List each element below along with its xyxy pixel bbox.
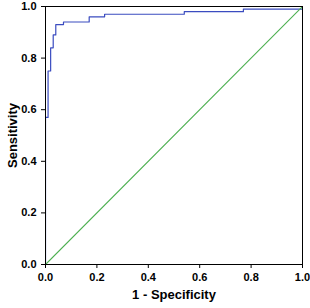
svg-text:Sensitivity: Sensitivity <box>5 102 20 168</box>
svg-text:0.8: 0.8 <box>21 52 36 64</box>
svg-text:0.4: 0.4 <box>141 271 157 283</box>
svg-text:1 - Specificity: 1 - Specificity <box>132 287 217 302</box>
svg-text:0.2: 0.2 <box>21 206 36 218</box>
svg-text:0.4: 0.4 <box>21 155 37 167</box>
svg-text:0.2: 0.2 <box>89 271 104 283</box>
svg-text:0.0: 0.0 <box>21 258 36 270</box>
svg-text:0.6: 0.6 <box>21 103 36 115</box>
svg-text:1.0: 1.0 <box>21 0 36 12</box>
svg-text:0.0: 0.0 <box>38 271 53 283</box>
svg-text:0.8: 0.8 <box>243 271 258 283</box>
svg-text:0.6: 0.6 <box>192 271 207 283</box>
svg-text:1.0: 1.0 <box>295 271 310 283</box>
